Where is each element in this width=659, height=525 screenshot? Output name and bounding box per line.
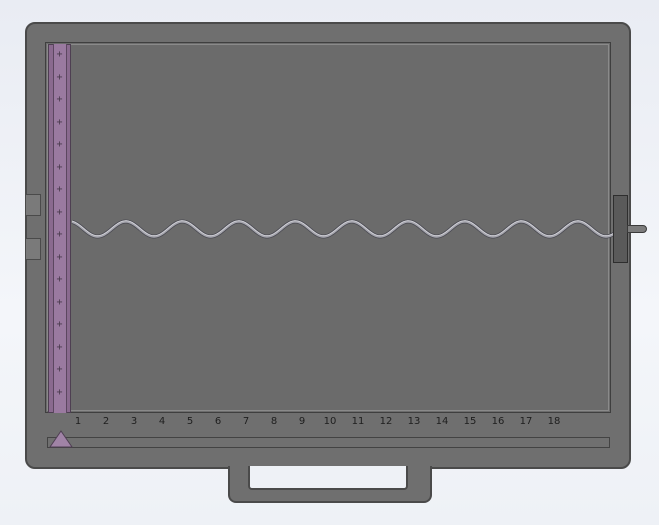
scale-label-10: 10 xyxy=(323,416,337,427)
scale-label-17: 17 xyxy=(519,416,533,427)
scale-label-5: 5 xyxy=(186,416,194,427)
scale-label-11: 11 xyxy=(351,416,365,427)
scale-label-13: 13 xyxy=(407,416,421,427)
clamp-pin-icon[interactable] xyxy=(627,225,647,233)
rail-marker: + xyxy=(56,116,63,128)
rail-marker: + xyxy=(56,341,63,353)
rail-marker: + xyxy=(56,206,63,218)
rail-marker: + xyxy=(56,49,63,60)
triangle-slider-icon[interactable] xyxy=(49,430,73,448)
rail-marker: + xyxy=(56,319,63,330)
scale-label-8: 8 xyxy=(270,416,278,427)
rail-marker: + xyxy=(56,251,63,263)
rail-marker: + xyxy=(56,296,63,308)
scale-label-2: 2 xyxy=(102,416,110,427)
carry-handle-opening xyxy=(248,466,408,490)
scale-label-12: 12 xyxy=(379,416,393,427)
scale-label-7: 7 xyxy=(242,416,250,427)
clamp-icon[interactable] xyxy=(613,195,628,263)
standing-wave xyxy=(71,220,615,238)
scale-label-16: 16 xyxy=(491,416,505,427)
scale-label-4: 4 xyxy=(158,416,166,427)
left-mount-notch-bottom xyxy=(25,238,41,260)
rail-marker: + xyxy=(56,161,63,173)
scale-label-1: 1 xyxy=(74,416,82,427)
rail-marker: + xyxy=(56,274,63,285)
slider-track[interactable] xyxy=(47,437,610,448)
scale-label-14: 14 xyxy=(435,416,449,427)
rail-marker: + xyxy=(56,71,63,83)
scale-label-15: 15 xyxy=(463,416,477,427)
left-mount-notch-top xyxy=(25,194,41,216)
scale-label-6: 6 xyxy=(214,416,222,427)
wave-highlight xyxy=(71,220,615,237)
rail-marker: + xyxy=(56,139,63,150)
rail-marker: + xyxy=(56,386,63,398)
rail-marker: + xyxy=(56,94,63,105)
scale-label-18: 18 xyxy=(547,416,561,427)
rail-marker: + xyxy=(56,364,63,375)
rail-marker: + xyxy=(56,229,63,240)
vertical-rail-channel xyxy=(53,44,67,413)
scale-label-9: 9 xyxy=(298,416,306,427)
scale-label-3: 3 xyxy=(130,416,138,427)
rail-marker: + xyxy=(56,184,63,195)
